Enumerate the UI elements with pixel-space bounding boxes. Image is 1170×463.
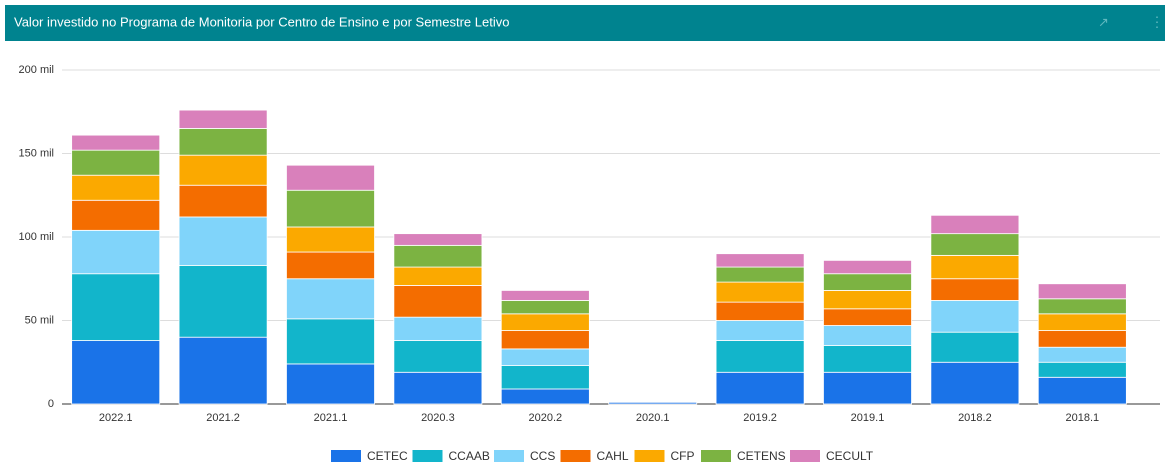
bar-segment xyxy=(71,174,161,201)
bar-segment xyxy=(71,149,161,176)
bar-segment xyxy=(178,154,268,186)
bar-segment xyxy=(500,365,590,390)
y-tick-label: 100 mil xyxy=(19,231,54,243)
bar-segment xyxy=(178,184,268,218)
legend-label: CETENS xyxy=(737,449,786,463)
bar-segment xyxy=(1037,313,1127,331)
bar-segment xyxy=(71,134,161,151)
bar-segment xyxy=(500,330,590,350)
bar-segment xyxy=(393,266,483,286)
x-tick-label: 2019.1 xyxy=(851,412,885,424)
legend-swatch xyxy=(494,450,524,462)
bar-segment xyxy=(393,244,483,268)
x-tick-label: 2021.2 xyxy=(206,412,240,424)
legend-swatch xyxy=(790,450,820,462)
header-bar xyxy=(5,5,1165,41)
bar-segment xyxy=(286,164,375,191)
x-tick-label: 2018.2 xyxy=(958,412,992,424)
bar-segment xyxy=(823,290,912,310)
bar-segment xyxy=(930,300,1020,333)
legend-swatch xyxy=(412,450,443,462)
bar-segment xyxy=(393,371,483,405)
bar-segment xyxy=(500,300,590,315)
chart-title: Valor investido no Programa de Monitoria… xyxy=(14,14,509,29)
bar-segment xyxy=(178,216,268,266)
legend-label: CCS xyxy=(530,449,555,463)
bar-segment xyxy=(1037,361,1127,378)
legend-label: CECULT xyxy=(826,449,874,463)
bar-segment xyxy=(930,214,1020,235)
bar-segment xyxy=(286,318,375,365)
bar-segment xyxy=(930,278,1020,301)
bar-segment xyxy=(930,361,1020,405)
bar-segment xyxy=(71,340,161,405)
bar-segment xyxy=(1037,376,1127,405)
bar-segment xyxy=(823,371,912,405)
bar-segment xyxy=(608,401,698,405)
bar-segment xyxy=(178,336,268,405)
x-tick-label: 2019.2 xyxy=(743,412,777,424)
legend-label: CCAAB xyxy=(449,449,490,463)
bar-segment xyxy=(500,290,590,301)
bar-segment xyxy=(715,301,805,321)
bar-segment xyxy=(823,345,912,373)
bar-segment xyxy=(286,363,375,405)
legend-swatch xyxy=(560,450,591,462)
legend-swatch xyxy=(634,450,665,462)
bar-segment xyxy=(1037,283,1127,300)
bar-segment xyxy=(500,388,590,405)
bar-segment xyxy=(930,254,1020,280)
bar-segment xyxy=(930,233,1020,256)
icon[interactable]: ↗ xyxy=(1098,14,1109,29)
bar-segment xyxy=(286,226,375,253)
bar-segment xyxy=(715,340,805,373)
bar-segment xyxy=(823,259,912,275)
menu-icon[interactable]: ⋮ xyxy=(1150,14,1164,30)
bar-segment xyxy=(715,320,805,341)
bar-segment xyxy=(823,308,912,326)
bar-segment xyxy=(930,331,1020,363)
bar-segment xyxy=(715,266,805,283)
legend-swatch xyxy=(331,450,361,462)
x-tick-label: 2022.1 xyxy=(99,412,133,424)
bar-segment xyxy=(393,285,483,318)
legend-label: CFP xyxy=(671,449,695,463)
x-tick-label: 2020.2 xyxy=(528,412,562,424)
bar-segment xyxy=(715,371,805,405)
bar-segment xyxy=(71,273,161,341)
x-tick-label: 2021.1 xyxy=(314,412,348,424)
bar-segment xyxy=(500,313,590,331)
legend-label: CETEC xyxy=(367,449,408,463)
y-tick-label: 200 mil xyxy=(19,64,54,76)
bar-segment xyxy=(71,199,161,231)
y-tick-label: 50 mil xyxy=(25,314,54,326)
bar-segment xyxy=(715,281,805,303)
bar-segment xyxy=(393,316,483,341)
x-tick-label: 2018.1 xyxy=(1065,412,1099,424)
bar-segment xyxy=(393,340,483,373)
y-tick-label: 0 xyxy=(48,398,54,410)
bar-segment xyxy=(1037,298,1127,315)
bar-segment xyxy=(1037,346,1127,363)
bar-segment xyxy=(286,251,375,280)
bar-segment xyxy=(823,273,912,291)
bar-segment xyxy=(823,325,912,346)
bar-segment xyxy=(500,348,590,366)
bar-segment xyxy=(1037,330,1127,348)
legend-label: CAHL xyxy=(597,449,629,463)
bar-segment xyxy=(178,264,268,338)
bar-segment xyxy=(178,128,268,156)
x-tick-label: 2020.3 xyxy=(421,412,455,424)
bar-segment xyxy=(71,229,161,275)
bar-segment xyxy=(393,233,483,246)
legend-swatch xyxy=(701,450,731,462)
bar-segment xyxy=(178,109,268,129)
y-tick-label: 150 mil xyxy=(19,147,54,159)
bar-segment xyxy=(286,189,375,228)
bar-segment xyxy=(286,278,375,320)
bar-segment xyxy=(715,253,805,268)
x-tick-label: 2020.1 xyxy=(636,412,670,424)
